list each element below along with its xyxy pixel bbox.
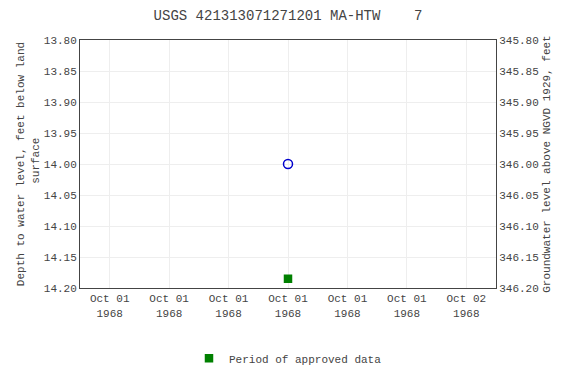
svg-text:14.05: 14.05 [44, 190, 77, 202]
svg-text:345.85: 345.85 [499, 66, 539, 78]
svg-text:346.15: 346.15 [499, 252, 539, 264]
svg-text:346.20: 346.20 [499, 283, 539, 295]
svg-text:Oct 011968: Oct 011968 [328, 293, 368, 319]
svg-text:346.00: 346.00 [499, 159, 539, 171]
svg-text:USGS 421313071271201 MA-HTW: USGS 421313071271201 MA-HTW 7 [154, 8, 423, 24]
svg-text:Depth to water level, feet bel: Depth to water level, feet below land su… [15, 42, 41, 286]
svg-text:14.00: 14.00 [44, 159, 77, 171]
svg-text:13.95: 13.95 [44, 128, 77, 140]
svg-text:14.15: 14.15 [44, 252, 77, 264]
svg-text:346.05: 346.05 [499, 190, 539, 202]
svg-text:Oct 011968: Oct 011968 [268, 293, 308, 319]
svg-text:13.85: 13.85 [44, 66, 77, 78]
svg-text:Oct 021968: Oct 021968 [446, 293, 486, 319]
svg-text:Groundwater level above NGVD 1: Groundwater level above NGVD 1929, feet [541, 35, 553, 292]
svg-text:13.90: 13.90 [44, 97, 77, 109]
svg-text:Oct 011968: Oct 011968 [149, 293, 189, 319]
svg-text:345.90: 345.90 [499, 97, 539, 109]
svg-text:14.10: 14.10 [44, 221, 77, 233]
svg-text:345.95: 345.95 [499, 128, 539, 140]
svg-text:14.20: 14.20 [44, 283, 77, 295]
svg-text:346.10: 346.10 [499, 221, 539, 233]
svg-text:Oct 011968: Oct 011968 [90, 293, 130, 319]
svg-text:Oct 011968: Oct 011968 [209, 293, 249, 319]
svg-text:13.80: 13.80 [44, 35, 77, 47]
svg-text:345.80: 345.80 [499, 35, 539, 47]
svg-text:Period of approved data: Period of approved data [229, 354, 381, 366]
svg-text:Oct 011968: Oct 011968 [387, 293, 427, 319]
